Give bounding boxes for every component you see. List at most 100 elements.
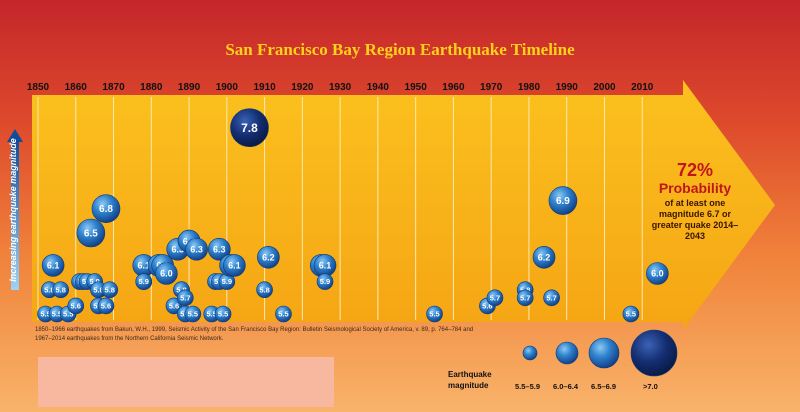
data-source-credit: 1850–1966 earthquakes from Bakun, W.H., … — [35, 327, 474, 342]
magnitude-label: 5.9 — [222, 277, 232, 286]
probability-percent: 72% — [676, 160, 714, 180]
magnitude-label: 5.5 — [52, 310, 62, 319]
legend-bubble — [522, 345, 538, 361]
magnitude-label: 6.2 — [538, 252, 551, 262]
earthquake-bubble — [256, 281, 273, 299]
probability-callout: 72% Probability of at least one magnitud… — [620, 160, 770, 242]
earthquake-bubble — [155, 262, 178, 285]
magnitude-label: 6.1 — [47, 261, 60, 271]
earthquake-bubble — [91, 194, 121, 223]
x-tick-label: 1960 — [442, 82, 465, 93]
magnitude-label: 5.9 — [139, 277, 149, 286]
earthquake-bubble — [646, 262, 669, 285]
earthquake-bubble — [67, 297, 85, 315]
magnitude-label: 5.6 — [169, 302, 179, 311]
magnitude-label: 5.5 — [429, 310, 439, 319]
magnitude-label: 6.8 — [99, 204, 113, 215]
legend-title: Earthquake magnitude — [448, 370, 492, 390]
x-tick-label: 1920 — [291, 82, 314, 93]
legend-label-medium: 6.0–6.4 — [553, 382, 579, 391]
x-tick-label: 1940 — [367, 82, 390, 93]
legend-bubbles — [522, 329, 678, 377]
magnitude-label: 5.8 — [259, 285, 269, 294]
magnitude-label: 5.9 — [89, 277, 99, 286]
x-tick-label: 1950 — [405, 82, 428, 93]
legend-bubble — [555, 341, 579, 365]
earthquake-bubble — [135, 273, 153, 290]
x-tick-label: 1930 — [329, 82, 352, 93]
legend-label-small: 5.5–5.9 — [515, 382, 541, 391]
year-gridlines — [37, 97, 643, 320]
magnitude-label: 5.5 — [40, 310, 50, 319]
x-tick-label: 1910 — [253, 82, 276, 93]
x-tick-label: 2010 — [631, 82, 654, 93]
earthquake-bubble — [184, 305, 202, 323]
earthquake-bubble — [230, 108, 269, 147]
x-tick-label: 1990 — [556, 82, 579, 93]
magnitude-label: 5.6 — [71, 302, 81, 311]
probability-word: Probability — [658, 180, 732, 196]
earthquake-bubble — [543, 289, 560, 307]
magnitude-label: 5.5 — [626, 310, 636, 319]
magnitude-label: 6.3 — [190, 244, 203, 254]
magnitude-label: 5.8 — [55, 285, 65, 294]
magnitude-label: 5.8 — [105, 285, 115, 294]
earthquake-bubble — [165, 297, 183, 315]
magnitude-label: 5.7 — [546, 293, 556, 302]
earthquake-bubble — [622, 305, 640, 323]
magnitude-label: 5.5 — [188, 310, 198, 319]
x-tick-label: 1880 — [140, 82, 163, 93]
blank-panel — [38, 357, 334, 407]
magnitude-label: 5.8 — [44, 285, 54, 294]
x-tick-label: 1900 — [216, 82, 239, 93]
earthquake-bubble — [207, 237, 231, 261]
earthquake-bubble — [97, 297, 115, 315]
earthquake-bubble — [532, 245, 556, 269]
magnitude-label: 5.7 — [180, 293, 190, 302]
magnitude-label: 5.9 — [320, 277, 330, 286]
magnitude-label: 6.0 — [651, 269, 664, 279]
probability-description: of at least one magnitude 6.7 or greater… — [651, 198, 739, 241]
magnitude-label: 5.7 — [520, 293, 530, 302]
x-tick-label: 1860 — [65, 82, 88, 93]
earthquake-bubble — [257, 245, 280, 269]
magnitude-label: 5.5 — [278, 310, 288, 319]
magnitude-label: 6.1 — [319, 261, 332, 271]
earthquake-bubble — [516, 289, 534, 307]
earthquake-bubble — [426, 305, 443, 323]
legend-label-major: >7.0 — [643, 382, 658, 391]
x-tick-label: 1890 — [178, 82, 201, 93]
magnitude-label: 5.7 — [490, 293, 500, 302]
magnitude-label: 6.3 — [213, 244, 226, 254]
earthquake-bubbles: 5.55.55.86.15.85.55.65.95.95.96.55.95.85… — [37, 108, 669, 323]
earthquake-bubble — [41, 254, 65, 277]
earthquake-bubble — [101, 281, 119, 299]
legend-bubble — [588, 337, 620, 369]
magnitude-label: 6.0 — [160, 269, 173, 279]
magnitude-label: 6.1 — [228, 261, 241, 271]
y-axis-label: Increasing earthquake magnitude — [8, 138, 18, 282]
magnitude-label: 6.1 — [137, 261, 150, 271]
earthquake-bubble — [52, 281, 69, 299]
earthquake-bubble — [223, 254, 246, 277]
earthquake-bubble — [486, 289, 504, 307]
magnitude-label: 5.5 — [206, 310, 216, 319]
earthquake-bubble — [316, 273, 334, 290]
magnitude-label: 5.6 — [482, 302, 492, 311]
magnitude-label: 6.2 — [262, 252, 275, 262]
magnitude-label: 6.9 — [556, 196, 570, 207]
x-tick-label: 2000 — [593, 82, 616, 93]
magnitude-axis-arrow — [7, 129, 23, 290]
legend-label-large: 6.5–6.9 — [591, 382, 617, 391]
earthquake-bubble — [275, 305, 292, 323]
legend-bubble — [630, 329, 678, 377]
earthquake-bubble — [76, 218, 106, 248]
magnitude-label: 5.8 — [176, 285, 186, 294]
earthquake-bubble — [214, 305, 232, 323]
magnitude-label: 7.8 — [241, 121, 258, 135]
magnitude-label: 6.3 — [171, 244, 184, 254]
earthquake-bubble — [548, 186, 578, 215]
magnitude-label: 5.5 — [218, 310, 228, 319]
